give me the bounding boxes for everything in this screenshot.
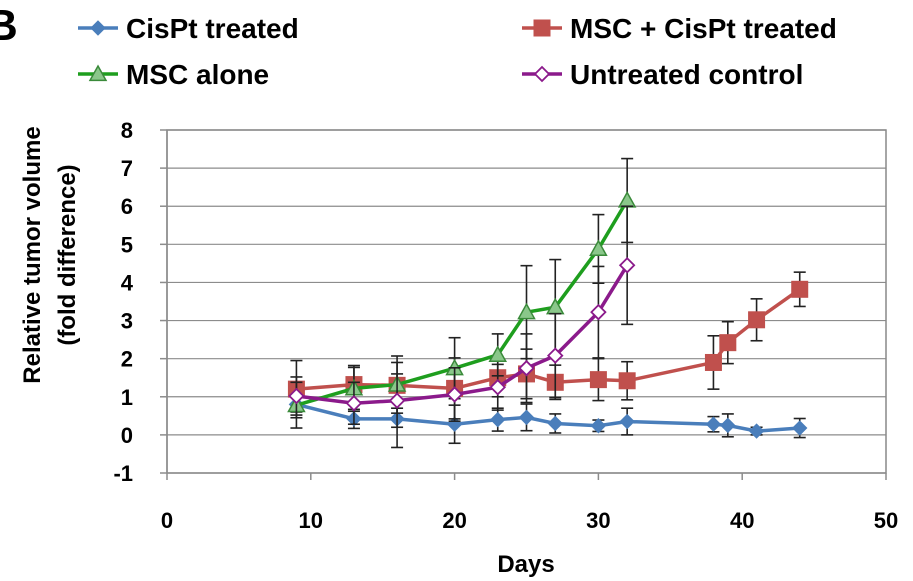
- marker: [518, 409, 535, 426]
- marker: [547, 415, 563, 432]
- y-tick-label: 8: [121, 118, 133, 143]
- series-cispt-treated: [288, 389, 808, 449]
- x-axis-title: Days: [497, 551, 554, 578]
- series-untreated-control: [288, 205, 636, 429]
- legend-label: MSC alone: [126, 59, 269, 90]
- marker: [388, 392, 406, 409]
- marker: [618, 257, 636, 274]
- marker: [518, 359, 535, 377]
- y-tick-label: 7: [121, 156, 133, 181]
- marker: [617, 190, 637, 208]
- marker: [533, 65, 551, 83]
- marker: [618, 372, 636, 390]
- marker: [345, 394, 363, 412]
- legend-label: CisPt treated: [126, 13, 299, 44]
- legend-item: MSC alone: [78, 59, 269, 90]
- marker: [90, 20, 106, 36]
- y-axis-title-line2: (fold difference): [54, 164, 81, 345]
- marker: [589, 239, 608, 257]
- marker: [546, 347, 564, 364]
- x-tick-label: 0: [161, 508, 173, 533]
- legend-item: MSC + CisPt treated: [522, 13, 837, 44]
- y-tick-label: 6: [121, 194, 133, 219]
- marker: [288, 387, 305, 405]
- x-tick-label: 40: [730, 508, 754, 533]
- marker: [705, 416, 722, 432]
- series-layer: [287, 157, 809, 449]
- marker: [791, 280, 809, 298]
- y-tick-label: 1: [121, 385, 133, 410]
- marker: [619, 413, 635, 430]
- marker: [748, 311, 766, 329]
- tick-labels: -1 0 1 2 3 4 5 6 7 8 0 10 20 30 40 50: [113, 118, 898, 533]
- axes: [160, 129, 887, 480]
- marker: [446, 386, 463, 403]
- marker: [490, 411, 506, 428]
- legend-label: MSC + CisPt treated: [570, 13, 837, 44]
- marker: [719, 334, 737, 352]
- y-tick-label: 5: [121, 232, 133, 257]
- marker: [792, 420, 808, 436]
- x-tick-label: 10: [299, 508, 323, 533]
- x-tick-label: 50: [874, 508, 898, 533]
- y-axis-title-line1: Relative tumor volume: [19, 126, 46, 383]
- y-tick-label: 3: [121, 309, 133, 334]
- marker: [590, 303, 607, 321]
- y-tick-label: 4: [121, 270, 134, 295]
- marker: [590, 418, 607, 434]
- marker: [720, 417, 736, 434]
- marker: [748, 423, 765, 439]
- legend: CisPt treated MSC + CisPt treated MSC alon…: [78, 13, 837, 90]
- marker: [88, 64, 108, 82]
- legend-item: Untreated control: [522, 59, 803, 90]
- legend-label: Untreated control: [570, 59, 803, 90]
- y-tick-label: -1: [113, 461, 133, 486]
- y-tick-label: 0: [121, 423, 133, 448]
- legend-item: CisPt treated: [78, 13, 299, 44]
- marker: [489, 378, 507, 396]
- marker: [704, 353, 722, 371]
- x-tick-label: 30: [586, 508, 610, 533]
- marker: [533, 19, 551, 37]
- marker: [517, 302, 536, 320]
- marker: [488, 345, 508, 363]
- panel-label: B: [0, 1, 18, 50]
- marker: [589, 371, 607, 389]
- x-tick-label: 20: [442, 508, 466, 533]
- y-tick-label: 2: [121, 347, 133, 372]
